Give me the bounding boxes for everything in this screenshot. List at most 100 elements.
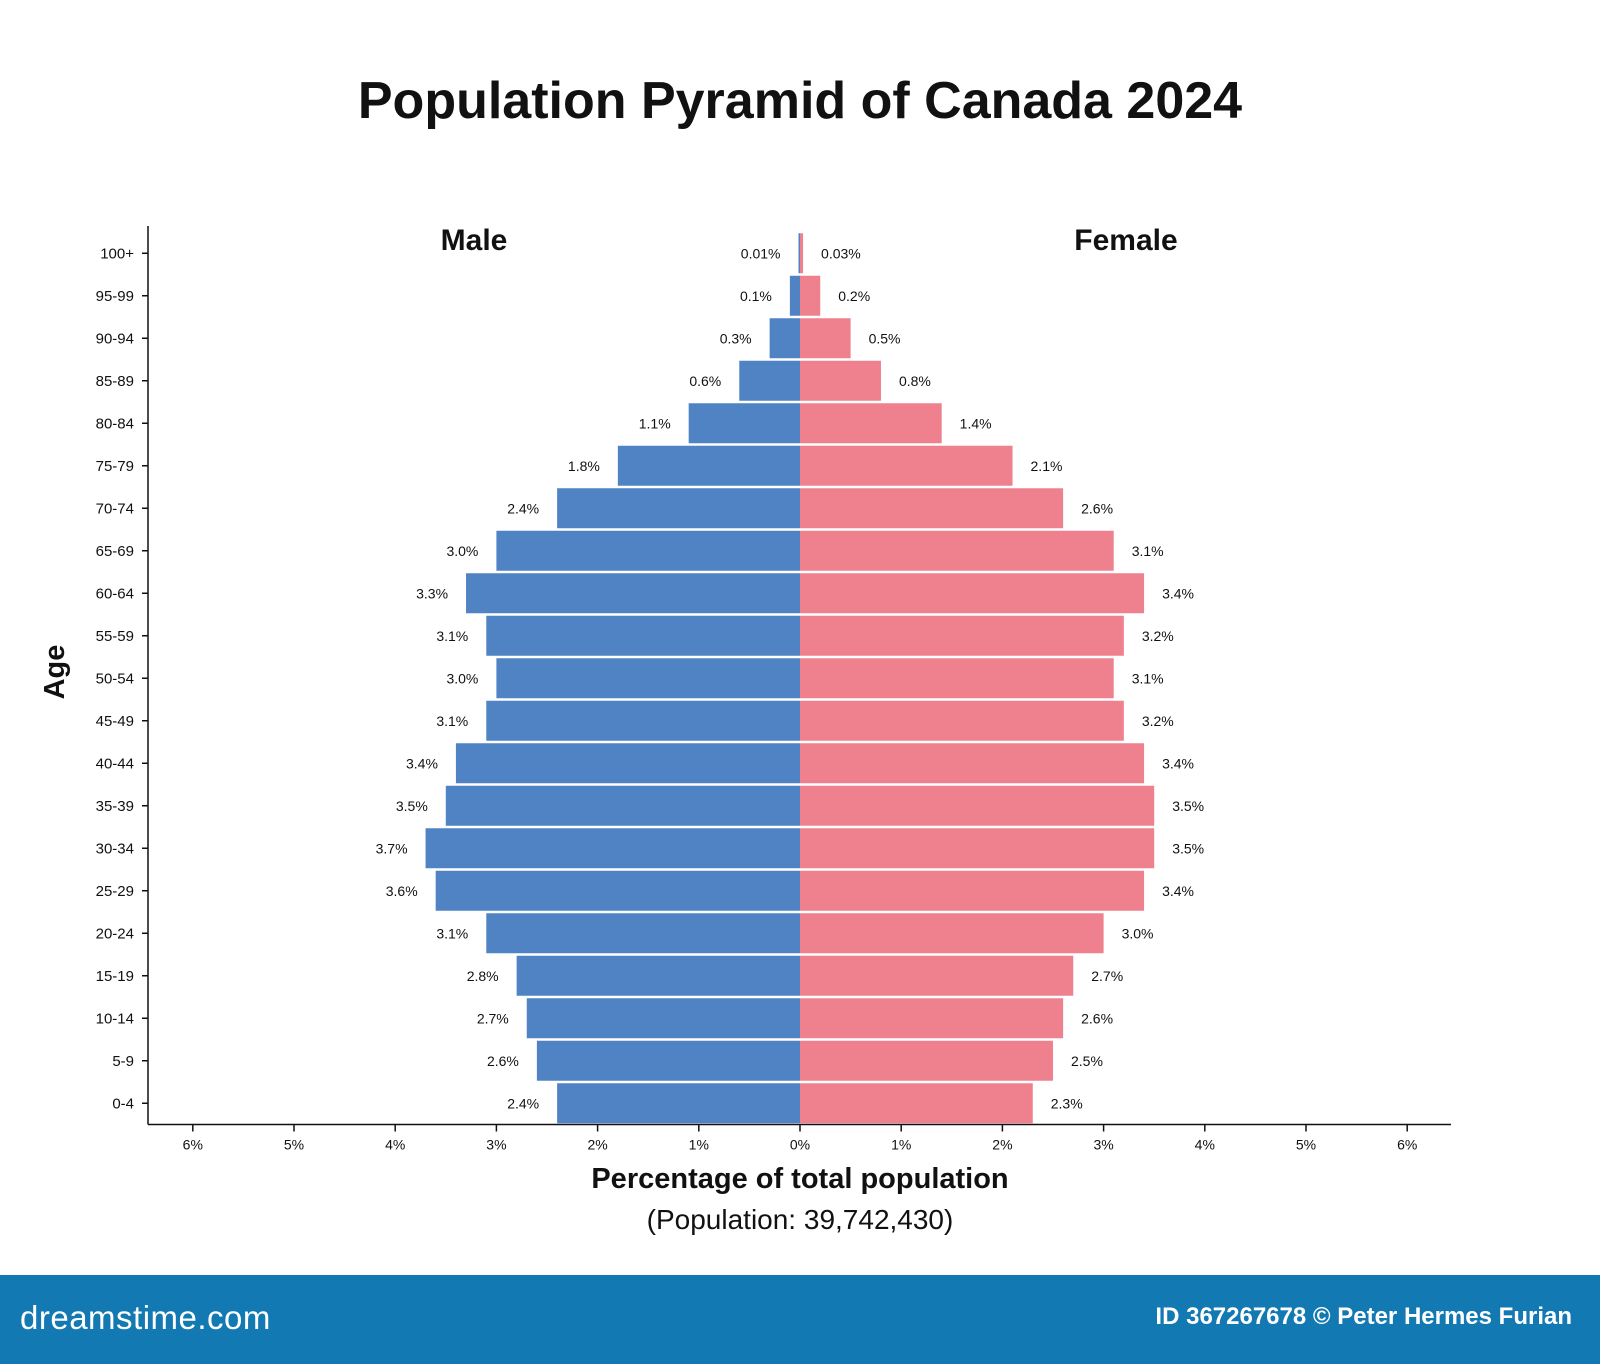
female-bar-90-94 xyxy=(800,318,851,359)
male-bar-45-49 xyxy=(486,700,800,741)
bars-group xyxy=(425,233,1155,1124)
female-value-label: 3.4% xyxy=(1162,585,1194,601)
age-group-label: 55-59 xyxy=(96,628,134,645)
x-tick-label: 1% xyxy=(891,1137,911,1153)
male-value-label: 3.1% xyxy=(436,925,468,941)
female-value-label: 3.4% xyxy=(1162,755,1194,771)
female-bar-100+ xyxy=(800,233,804,274)
female-value-label: 1.4% xyxy=(960,415,992,431)
female-bar-40-44 xyxy=(800,743,1145,784)
male-value-label: 0.6% xyxy=(689,373,721,389)
age-group-label: 80-84 xyxy=(96,415,134,432)
female-bar-80-84 xyxy=(800,403,942,444)
male-value-label: 3.1% xyxy=(436,713,468,729)
male-bar-5-9 xyxy=(536,1040,800,1081)
x-tick-label: 2% xyxy=(587,1137,607,1153)
male-value-label: 0.3% xyxy=(720,330,752,346)
female-value-label: 3.5% xyxy=(1172,840,1204,856)
male-bar-15-19 xyxy=(516,955,800,996)
female-value-label: 3.0% xyxy=(1122,925,1154,941)
female-bar-30-34 xyxy=(800,828,1155,869)
female-bar-70-74 xyxy=(800,488,1064,529)
age-group-label: 15-19 xyxy=(96,968,134,985)
x-tick-label: 0% xyxy=(790,1137,810,1153)
female-value-label: 0.5% xyxy=(869,330,901,346)
x-tick-label: 3% xyxy=(1093,1137,1113,1153)
male-bar-85-89 xyxy=(739,360,800,401)
male-bar-100+ xyxy=(798,233,800,274)
male-value-label: 3.0% xyxy=(446,670,478,686)
male-value-label: 2.8% xyxy=(467,968,499,984)
age-group-label: 65-69 xyxy=(96,543,134,560)
male-bar-60-64 xyxy=(466,573,800,614)
male-value-label: 2.4% xyxy=(507,1095,539,1111)
data-labels-group: 0.01% 0.03% 0.1% 0.2% 0.3% 0.5% 0.6% 0.8% 1.1% 1.… xyxy=(376,245,1204,1111)
female-bar-25-29 xyxy=(800,870,1145,911)
male-value-label: 1.8% xyxy=(568,458,600,474)
age-group-label: 40-44 xyxy=(96,755,134,772)
age-group-label: 20-24 xyxy=(96,925,134,942)
male-value-label: 0.1% xyxy=(740,288,772,304)
female-value-label: 2.7% xyxy=(1091,968,1123,984)
age-group-label: 10-14 xyxy=(96,1010,134,1027)
x-tick-label: 3% xyxy=(486,1137,506,1153)
age-group-label: 85-89 xyxy=(96,373,134,390)
female-value-label: 3.1% xyxy=(1132,543,1164,559)
male-bar-20-24 xyxy=(486,913,800,954)
male-bar-90-94 xyxy=(769,318,800,359)
female-bar-20-24 xyxy=(800,913,1104,954)
female-value-label: 0.8% xyxy=(899,373,931,389)
male-value-label: 3.5% xyxy=(396,798,428,814)
age-group-label: 75-79 xyxy=(96,458,134,475)
female-bar-65-69 xyxy=(800,530,1114,571)
male-bar-75-79 xyxy=(617,445,800,486)
male-value-label: 2.7% xyxy=(477,1010,509,1026)
female-bar-5-9 xyxy=(800,1040,1053,1081)
male-bar-70-74 xyxy=(557,488,800,529)
age-group-label: 30-34 xyxy=(96,840,134,857)
female-value-label: 3.1% xyxy=(1132,670,1164,686)
x-tick-label: 4% xyxy=(1195,1137,1215,1153)
female-bar-35-39 xyxy=(800,785,1155,826)
age-group-label: 70-74 xyxy=(96,500,134,517)
x-tick-label: 5% xyxy=(284,1137,304,1153)
x-tick-label: 6% xyxy=(1397,1137,1417,1153)
female-bar-45-49 xyxy=(800,700,1124,741)
male-value-label: 3.7% xyxy=(376,840,408,856)
male-bar-30-34 xyxy=(425,828,800,869)
brand-logo-text[interactable]: dreamstime.com xyxy=(20,1299,271,1336)
age-group-label: 0-4 xyxy=(112,1095,134,1112)
age-group-label: 90-94 xyxy=(96,330,134,347)
age-group-label: 100+ xyxy=(100,245,134,262)
chart-title: Population Pyramid of Canada 2024 xyxy=(358,72,1242,130)
female-value-label: 2.3% xyxy=(1051,1095,1083,1111)
female-bar-10-14 xyxy=(800,998,1064,1039)
male-bar-50-54 xyxy=(496,658,800,699)
x-axis-subtitle: (Population: 39,742,430) xyxy=(647,1204,954,1235)
footer-bar: dreamstime.com ID 367267678 © Peter Herm… xyxy=(0,1275,1600,1364)
male-value-label: 0.01% xyxy=(741,245,781,261)
female-value-label: 0.2% xyxy=(838,288,870,304)
female-bar-50-54 xyxy=(800,658,1114,699)
female-side-label: Female xyxy=(1074,224,1177,257)
male-bar-35-39 xyxy=(445,785,800,826)
image-credit: ID 367267678 © Peter Hermes Furian xyxy=(1155,1303,1572,1330)
male-value-label: 2.6% xyxy=(487,1053,519,1069)
x-tick-label: 2% xyxy=(992,1137,1012,1153)
male-bar-55-59 xyxy=(486,615,800,656)
male-bar-10-14 xyxy=(526,998,800,1039)
x-axis-title: Percentage of total population xyxy=(591,1163,1008,1195)
female-value-label: 3.5% xyxy=(1172,798,1204,814)
y-axis-title: Age xyxy=(39,645,71,700)
female-value-label: 2.5% xyxy=(1071,1053,1103,1069)
x-tick-label: 4% xyxy=(385,1137,405,1153)
age-group-label: 45-49 xyxy=(96,713,134,730)
female-bar-75-79 xyxy=(800,445,1013,486)
female-bar-60-64 xyxy=(800,573,1145,614)
female-bar-15-19 xyxy=(800,955,1074,996)
male-bar-80-84 xyxy=(688,403,800,444)
male-side-label: Male xyxy=(441,224,508,257)
female-value-label: 3.4% xyxy=(1162,883,1194,899)
female-value-label: 3.2% xyxy=(1142,628,1174,644)
male-value-label: 1.1% xyxy=(639,415,671,431)
